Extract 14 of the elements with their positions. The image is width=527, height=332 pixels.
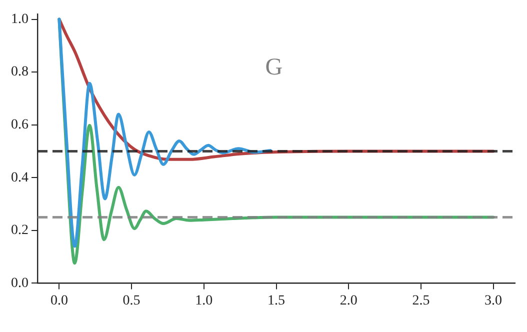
x-tick-label: 3.0: [484, 293, 502, 308]
y-tick-label: 0.6: [11, 118, 28, 133]
y-tick-label: 0.2: [11, 223, 28, 238]
y-tick-label: 0.4: [11, 170, 28, 186]
x-tick-label: 1.5: [268, 293, 285, 308]
y-tick-label: 0.0: [11, 276, 28, 291]
x-tick-label: 0.5: [122, 293, 140, 308]
x-tick-label: 0.0: [50, 293, 68, 308]
x-tick-label: 2.0: [340, 293, 358, 308]
annotation: G: [265, 54, 283, 82]
y-tick-label: 0.8: [11, 64, 28, 80]
x-tick-label: 1.0: [195, 293, 213, 308]
x-tick-label: 2.5: [412, 293, 430, 308]
y-tick-label: 1.0: [11, 12, 28, 27]
